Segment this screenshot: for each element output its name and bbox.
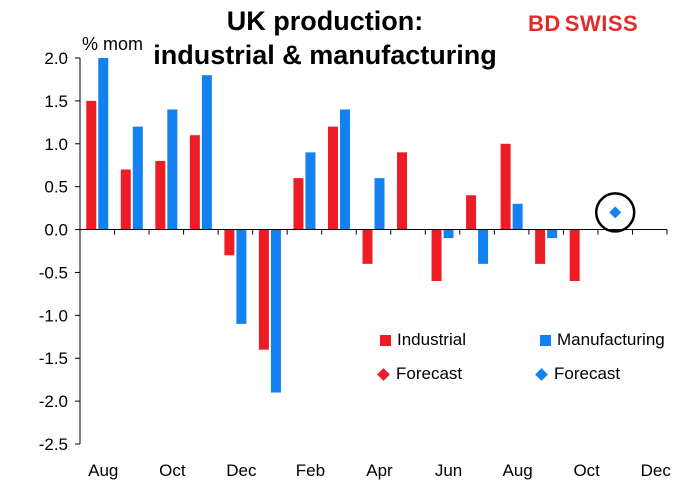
forecast-highlight-circle	[594, 192, 636, 233]
bar-industrial	[431, 229, 442, 282]
x-tick-label: Dec	[226, 461, 257, 480]
bar-industrial	[258, 229, 269, 350]
y-tick-label: -1.0	[39, 306, 68, 325]
x-tick-label: Oct	[159, 461, 186, 480]
legend-swatch-industrial	[380, 334, 391, 346]
y-tick-label: 0.0	[44, 221, 68, 240]
bar-manufacturing	[167, 109, 178, 230]
legend-label-industrial: Industrial	[397, 330, 466, 349]
bar-industrial	[155, 160, 166, 230]
bar-manufacturing	[443, 229, 454, 239]
legend-item-forecast-industrial: Forecast	[376, 364, 462, 384]
y-tick-label: -1.5	[39, 349, 68, 368]
x-tick-label: Aug	[502, 461, 532, 480]
legend-label-manufacturing: Manufacturing	[557, 330, 665, 349]
bar-manufacturing	[132, 126, 143, 230]
bar-manufacturing	[270, 229, 281, 393]
y-tick-label: 1.0	[44, 135, 68, 154]
legend-item-industrial: Industrial	[380, 330, 466, 350]
y-tick-label: 1.5	[44, 92, 68, 111]
y-tick-label: 0.5	[44, 178, 68, 197]
x-tick-label: Feb	[296, 461, 325, 480]
legend-diamond-forecast-manufacturing	[535, 367, 548, 381]
bar-industrial	[86, 100, 97, 230]
bdswiss-logo: BD SWISS	[528, 10, 638, 38]
chart-title-line-1: UK production:	[226, 6, 424, 36]
legend-item-manufacturing: Manufacturing	[540, 330, 665, 350]
x-tick-label: Apr	[366, 461, 393, 480]
bar-manufacturing	[305, 152, 316, 230]
bar-manufacturing	[201, 75, 212, 230]
y-tick-label: -0.5	[39, 263, 68, 282]
x-tick-label: Oct	[573, 461, 600, 480]
legend-label-forecast-industrial: Forecast	[396, 364, 463, 383]
forecast-marker	[609, 206, 622, 219]
logo-prefix: BD	[528, 11, 561, 36]
legend-label-forecast-manufacturing: Forecast	[554, 364, 621, 383]
bar-industrial	[327, 126, 338, 230]
bar-manufacturing	[512, 203, 523, 230]
x-tick-label: Aug	[88, 461, 118, 480]
chart-title-line-2: industrial & manufacturing	[153, 40, 497, 70]
bar-industrial	[500, 143, 511, 230]
x-tick-label: Dec	[641, 461, 672, 480]
bar-industrial	[569, 229, 580, 282]
bar-industrial	[224, 229, 235, 256]
bar-industrial	[466, 195, 477, 230]
bar-industrial	[535, 229, 546, 264]
logo-suffix: SWISS	[564, 11, 639, 36]
legend-swatch-manufacturing	[540, 334, 551, 346]
bar-manufacturing	[339, 109, 350, 230]
bar-industrial	[293, 178, 304, 230]
bar-manufacturing	[98, 58, 109, 230]
bar-industrial	[120, 169, 131, 230]
bar-manufacturing	[374, 178, 385, 230]
y-tick-label: -2.0	[39, 392, 68, 411]
legend-item-forecast-manufacturing: Forecast	[534, 364, 620, 384]
bar-manufacturing	[236, 229, 247, 324]
chart-title: UK production: industrial & manufacturin…	[120, 4, 530, 72]
bar-industrial	[397, 152, 408, 230]
bar-manufacturing	[547, 229, 558, 239]
y-tick-label: 2.0	[44, 49, 68, 68]
bar-industrial	[362, 229, 373, 264]
y-tick-label: -2.5	[39, 435, 68, 454]
legend-diamond-forecast-industrial	[377, 367, 390, 381]
bar-industrial	[189, 135, 200, 230]
x-tick-label: Jun	[435, 461, 462, 480]
y-unit-label: % mom	[82, 34, 144, 54]
bar-manufacturing	[478, 229, 489, 264]
